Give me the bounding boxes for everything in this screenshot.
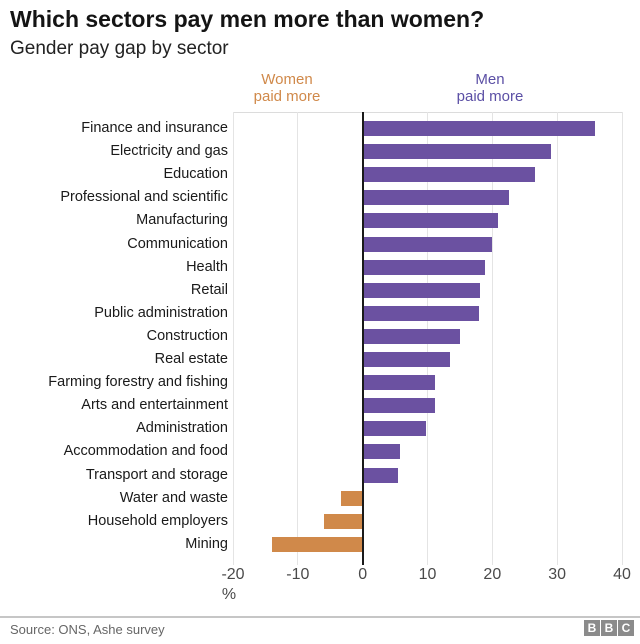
bar-row: Administration	[0, 417, 640, 440]
category-label: Water and waste	[119, 489, 228, 506]
legend-men-line2: paid more	[456, 88, 524, 105]
bar	[362, 421, 426, 437]
bar	[362, 444, 400, 460]
gridline--20	[232, 112, 234, 565]
legend-men-paid-more: Men paid more	[457, 71, 524, 105]
bar-row: Professional and scientific	[0, 186, 640, 209]
category-label: Household employers	[87, 512, 228, 529]
category-label: Retail	[190, 281, 228, 298]
bar	[362, 398, 436, 414]
x-tick-label: 30	[548, 566, 567, 583]
bar	[362, 282, 480, 298]
bar-row: Transport and storage	[0, 464, 640, 487]
x-tick-label: 0	[358, 566, 368, 583]
page-title: Which sectors pay men more than women?	[10, 6, 485, 32]
bbc-logo-block: C	[618, 620, 634, 636]
bar	[362, 328, 460, 344]
category-label: Construction	[146, 327, 228, 344]
category-label: Manufacturing	[136, 212, 228, 229]
gridline-20	[491, 112, 493, 565]
legend-women-line1: Women	[261, 71, 313, 88]
bar-row: Electricity and gas	[0, 140, 640, 163]
bar-row: Household employers	[0, 510, 640, 533]
x-tick-label: 20	[483, 566, 502, 583]
category-label: Education	[163, 166, 229, 183]
bar-row: Real estate	[0, 348, 640, 371]
bar-row: Mining	[0, 533, 640, 556]
source-text: Source: ONS, Ashe survey	[10, 622, 165, 637]
category-label: Arts and entertainment	[81, 397, 228, 414]
category-label: Public administration	[94, 304, 228, 321]
bar	[271, 536, 363, 552]
category-label: Finance and insurance	[81, 120, 228, 136]
bar	[362, 467, 398, 483]
bar	[324, 513, 363, 529]
bar-row: Construction	[0, 325, 640, 348]
x-tick-label: -20	[221, 566, 245, 583]
bar-row: Finance and insurance	[0, 117, 640, 140]
x-tick-label: -10	[286, 566, 310, 583]
bar-row: Communication	[0, 233, 640, 256]
bar	[362, 352, 451, 367]
category-label: Accommodation and food	[63, 443, 228, 460]
category-label: Farming forestry and fishing	[48, 374, 228, 391]
x-unit-label: %	[221, 586, 237, 603]
bar-row: Arts and entertainment	[0, 394, 640, 417]
bar-row: Manufacturing	[0, 209, 640, 232]
page-subtitle: Gender pay gap by sector	[10, 38, 229, 59]
bar	[362, 190, 510, 206]
bar	[362, 167, 536, 183]
bar	[362, 259, 486, 275]
bbc-logo-block: B	[601, 620, 617, 636]
legend-women-paid-more: Women paid more	[254, 71, 321, 105]
bar	[362, 375, 435, 391]
zero-axis-line	[361, 112, 364, 565]
category-label: Mining	[185, 535, 228, 552]
category-label: Health	[186, 258, 228, 275]
category-label: Communication	[127, 235, 228, 252]
bar	[362, 121, 596, 136]
bar	[362, 144, 552, 160]
category-label: Electricity and gas	[110, 143, 228, 160]
bar-row: Accommodation and food	[0, 440, 640, 463]
footer-divider	[0, 616, 640, 618]
bar	[362, 236, 493, 252]
bbc-logo-block: B	[584, 620, 600, 636]
bar-row: Farming forestry and fishing	[0, 371, 640, 394]
bar	[362, 305, 479, 321]
category-label: Transport and storage	[85, 466, 228, 483]
category-label: Real estate	[154, 351, 228, 367]
x-tick-label: 10	[418, 566, 437, 583]
bar	[341, 490, 363, 506]
bar-row: Health	[0, 256, 640, 279]
legend-men-line1: Men	[475, 71, 505, 88]
gridline-30	[556, 112, 558, 565]
bar-row: Retail	[0, 279, 640, 302]
bar-rows: Finance and insurance Electricity and gas…	[0, 117, 640, 557]
gridline-40	[621, 112, 623, 565]
gridline--10	[297, 112, 299, 565]
bar-row: Public administration	[0, 302, 640, 325]
category-label: Administration	[136, 420, 228, 437]
bar	[362, 213, 499, 229]
x-tick-label: 40	[613, 566, 631, 583]
bar-row: Education	[0, 163, 640, 186]
legend-women-line2: paid more	[253, 88, 321, 105]
bar-row: Water and waste	[0, 487, 640, 510]
category-label: Professional and scientific	[60, 189, 228, 206]
